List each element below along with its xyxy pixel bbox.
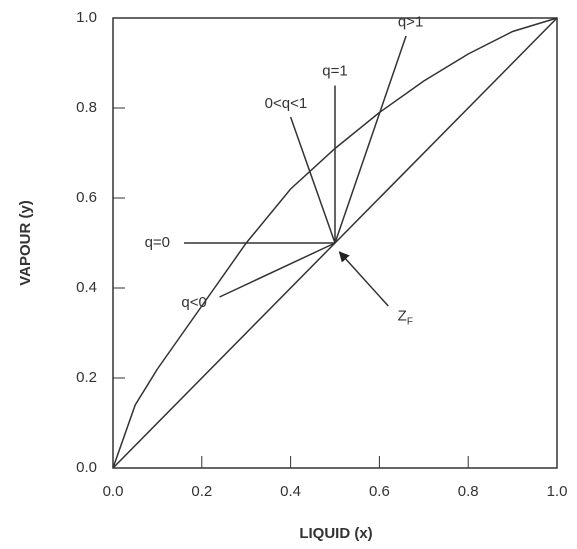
y-tick-label: 1.0 xyxy=(76,9,97,26)
x-tick-label: 1.0 xyxy=(547,483,568,500)
x-tick-label: 0.0 xyxy=(103,483,124,500)
curve xyxy=(338,251,389,307)
curve xyxy=(334,35,407,244)
x-tick-label: 0.8 xyxy=(458,483,479,500)
annotation: q=0 xyxy=(145,234,170,251)
x-tick-label: 0.6 xyxy=(369,483,390,500)
y-axis-label: VAPOUR (y) xyxy=(17,200,34,286)
annotation: q>1 xyxy=(398,14,423,31)
annotation: ZF xyxy=(398,307,413,327)
y-tick-label: 0.2 xyxy=(76,369,97,386)
annotation: q<0 xyxy=(181,294,206,311)
x-axis-label: LIQUID (x) xyxy=(299,525,372,542)
annotation-subscript: F xyxy=(407,316,413,327)
annotation: q=1 xyxy=(322,62,347,79)
plot-frame xyxy=(112,17,558,469)
y-tick-label: 0.0 xyxy=(76,459,97,476)
x-tick-label: 0.4 xyxy=(280,483,301,500)
x-tick-label: 0.2 xyxy=(191,483,212,500)
curve xyxy=(289,116,336,244)
y-tick-label: 0.4 xyxy=(76,279,97,296)
annotation: 0<q<1 xyxy=(265,95,308,112)
curve xyxy=(112,17,558,469)
y-tick-label: 0.6 xyxy=(76,189,97,206)
curve xyxy=(219,242,336,298)
annotation-main: Z xyxy=(398,307,407,324)
y-tick-label: 0.8 xyxy=(76,99,97,116)
